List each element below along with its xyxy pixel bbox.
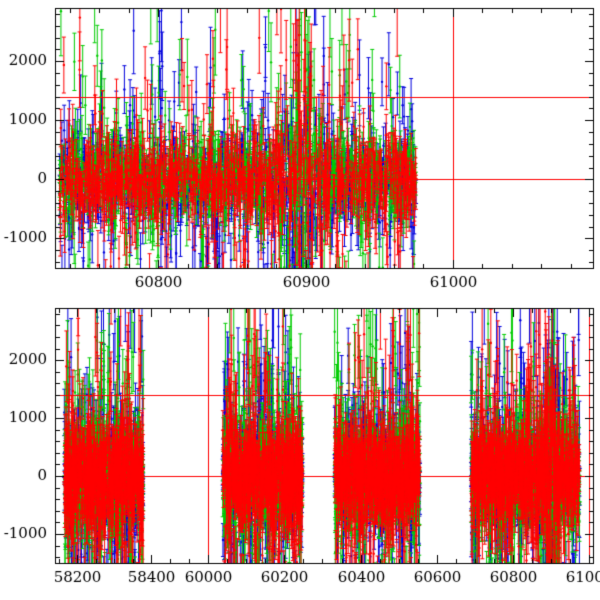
light-curve-figure	[0, 0, 600, 600]
light-curve-chart-canvas	[0, 0, 600, 600]
